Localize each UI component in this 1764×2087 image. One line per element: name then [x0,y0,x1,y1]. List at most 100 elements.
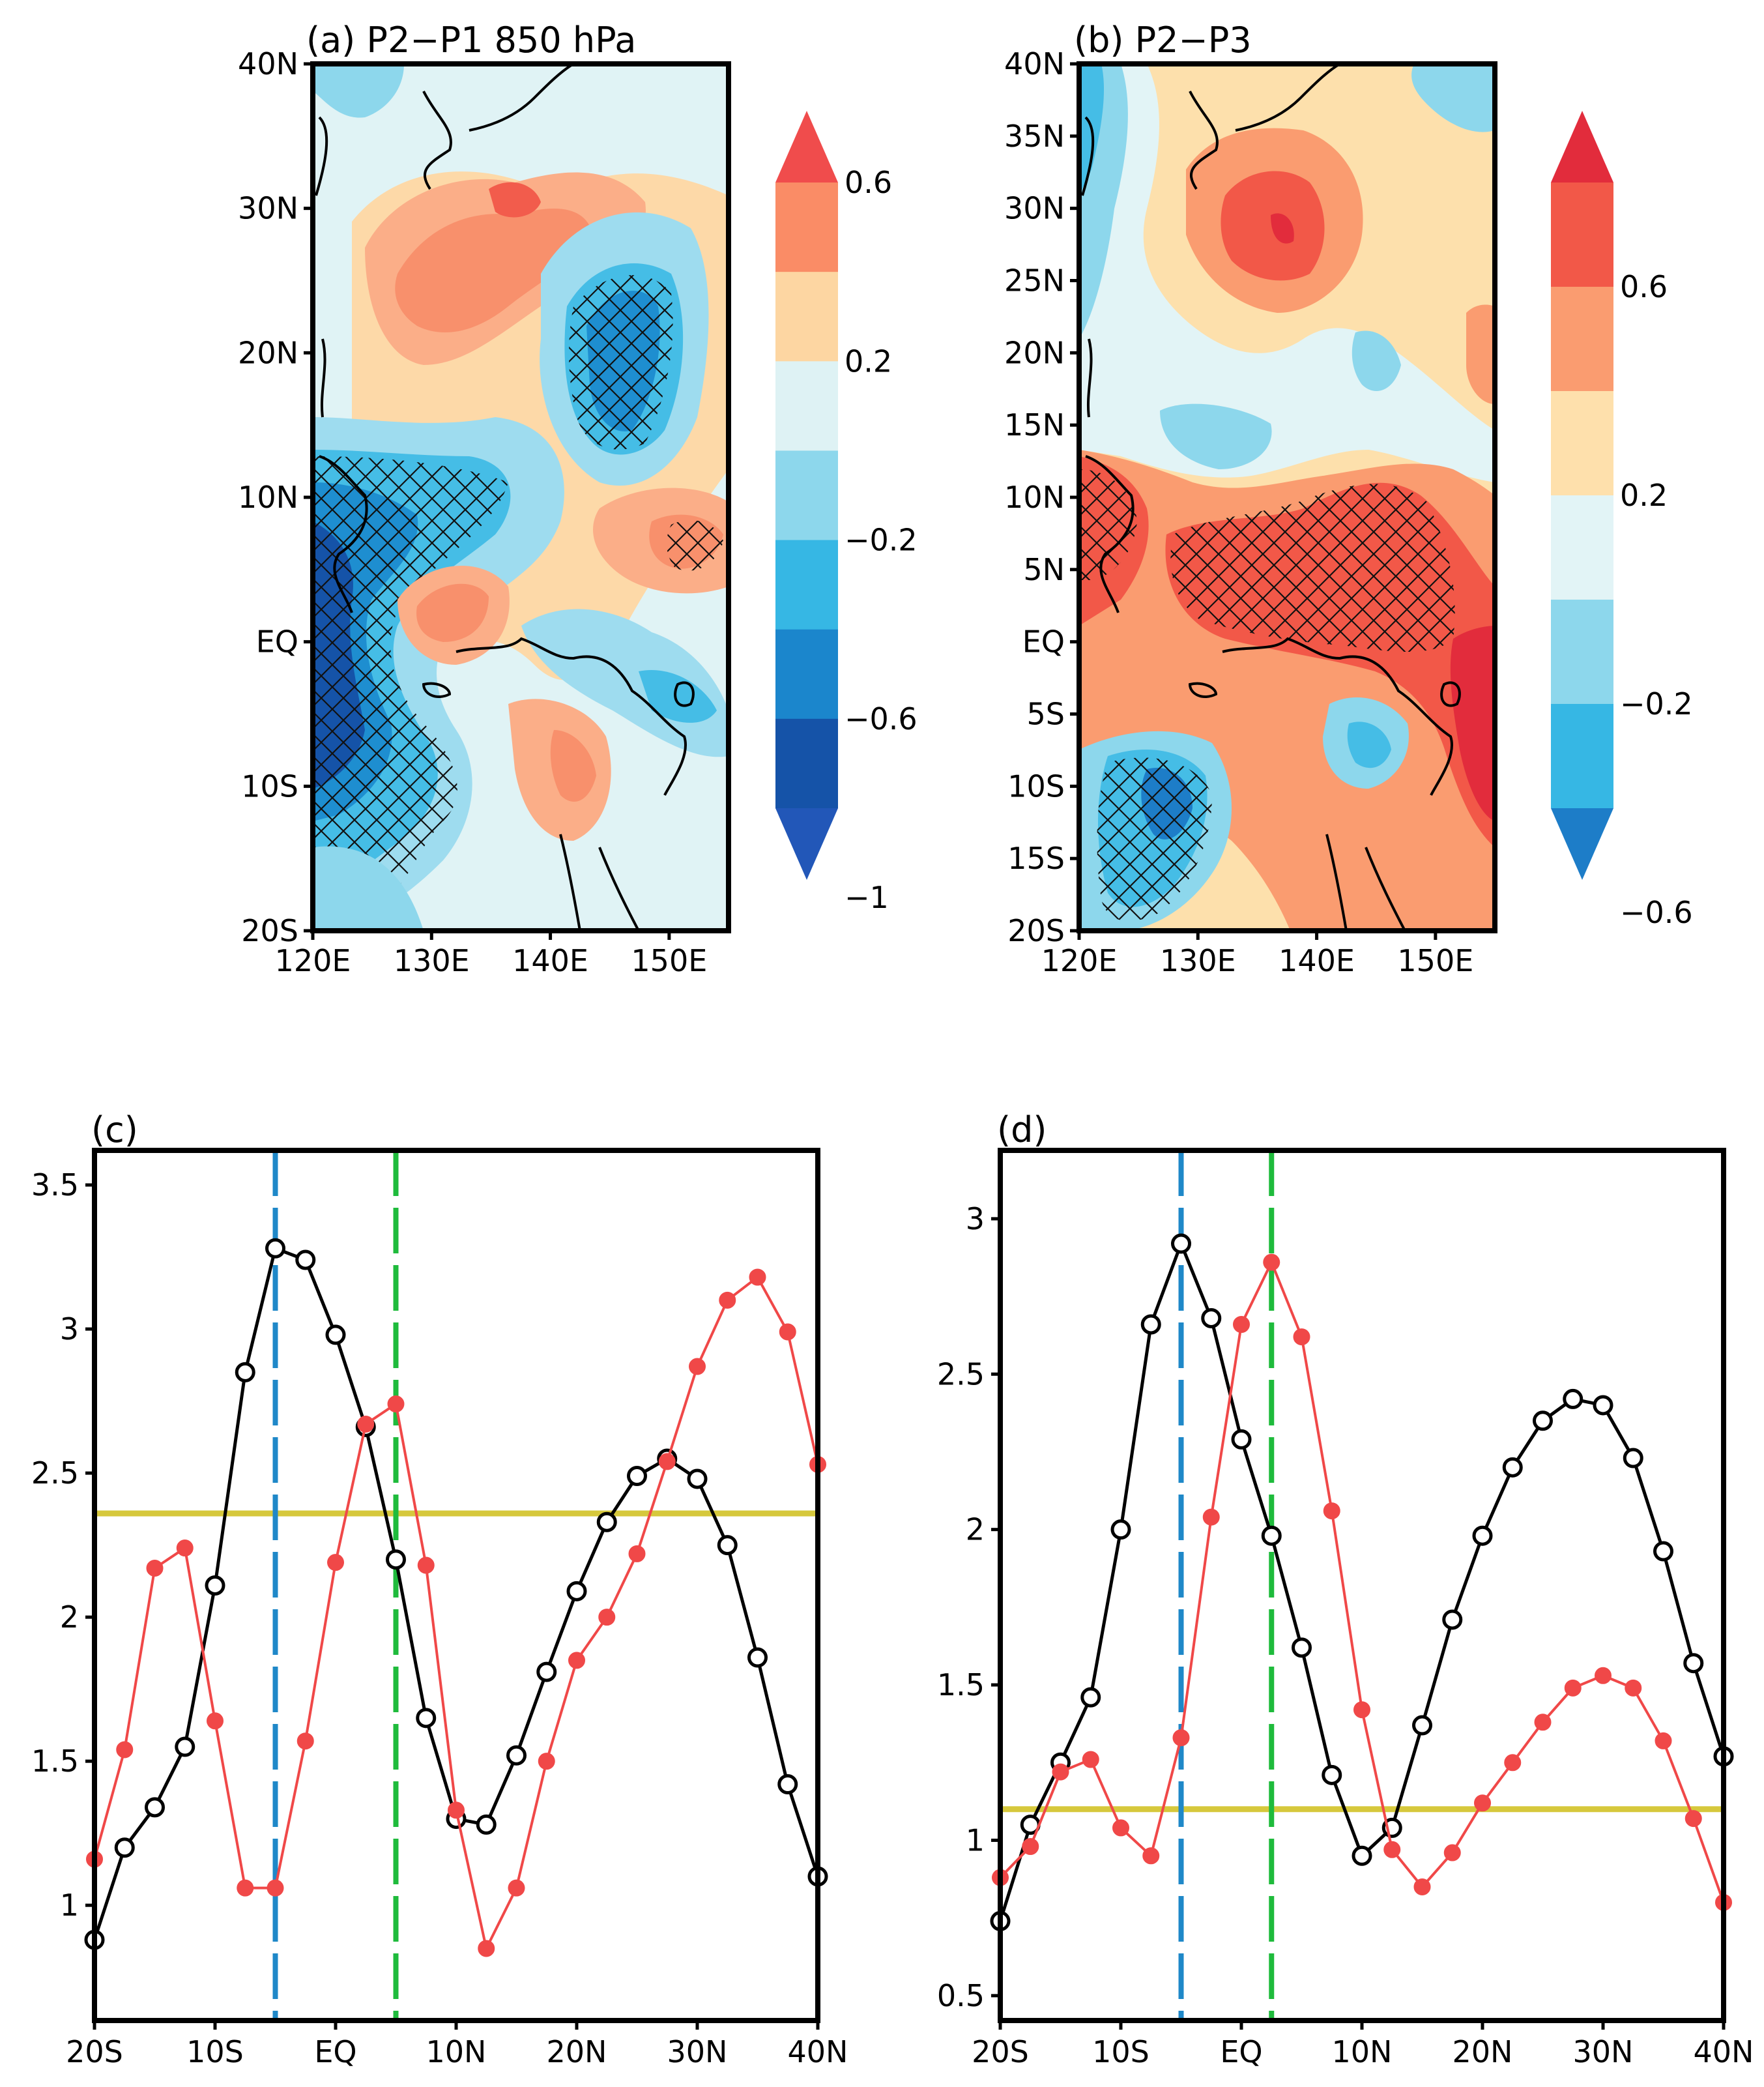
red-data-point [327,1554,344,1571]
red-data-point [357,1415,375,1433]
colorbar-segment [775,272,838,362]
y-tick-label: 40N [238,46,298,81]
red-data-point [267,1879,284,1897]
panel-b-field [1079,64,1495,931]
x-tick-label: 40N [1694,2034,1754,2069]
colorbar-segment [775,361,838,451]
red-data-point [1323,1502,1340,1520]
black-data-point [1442,1609,1463,1630]
colorbar-top-arrow [1551,111,1613,182]
black-data-point [717,1535,738,1556]
red-data-point [1625,1679,1642,1697]
red-data-point [1142,1847,1160,1865]
colorbar-bottom-arrow [1551,808,1613,880]
x-tick-label: 140E [1279,943,1355,978]
y-tick-label: 1 [60,1888,79,1923]
y-tick-label: 2.5 [937,1356,985,1392]
colorbar-label: 0.2 [1620,478,1668,513]
red-data-point [538,1753,555,1770]
black-data-point [747,1647,768,1668]
black-data-point [265,1238,285,1259]
black-data-point [1352,1845,1372,1866]
y-tick-label: 15S [1007,841,1065,876]
black-data-point [1412,1715,1432,1736]
black-data-point [114,1837,135,1858]
x-tick-label: 10S [1092,2034,1149,2069]
y-tick-label: 30N [1004,191,1065,226]
red-data-point [1595,1667,1612,1684]
red-data-point [1022,1838,1039,1855]
colorbar-segment [1551,391,1613,496]
contour-blue-sw [313,846,424,931]
y-tick-label: 1.5 [937,1667,985,1702]
coastlines-b [1081,64,1461,931]
y-tick-label: 10N [238,480,298,515]
panel-a-field [313,64,729,931]
x-tick-label: 20S [66,2034,123,2069]
black-data-point [235,1362,255,1382]
red-data-point [1202,1508,1220,1526]
black-data-point [1201,1307,1222,1328]
colorbar-segment [1551,600,1613,705]
red-data-point [508,1879,525,1897]
red-data-point [1534,1714,1552,1731]
contour-orange-east-edge [1466,304,1495,404]
black-data-point [325,1324,346,1345]
colorbar-label: −0.2 [845,523,918,558]
black-data-point [1322,1764,1342,1785]
black-series-line [998,1239,1726,1922]
y-tick-label: 2 [60,1599,79,1635]
x-tick-label: 20N [1453,2034,1513,2069]
colorbar-label: −1 [845,880,889,915]
panel-b-map: (b) P2−P3 [1004,20,1693,978]
black-data-point [627,1466,647,1487]
x-tick-label: 10S [186,2034,244,2069]
y-tick-label: 2 [966,1512,985,1547]
x-tick-label: 130E [1160,943,1236,978]
x-tick-label: 120E [275,943,351,978]
colorbar-segment [775,629,838,720]
contour-orange-equator-core [416,583,489,642]
y-tick-label: 1.5 [31,1744,79,1779]
black-data-point [1140,1314,1161,1335]
y-tick-label: EQ [1022,624,1065,660]
red-series-line [93,1275,819,1953]
red-data-point [448,1802,465,1819]
black-data-point [386,1549,406,1570]
black-data-point [1593,1395,1613,1416]
y-tick-label: 30N [238,191,298,226]
red-data-point [417,1556,435,1574]
panel-d-title: (d) [997,1109,1047,1150]
red-data-point [296,1732,314,1750]
x-tick-label: 20N [547,2034,607,2069]
black-data-point [1683,1653,1704,1674]
contour-blue-mid-east [1352,330,1401,391]
red-data-point [1082,1751,1099,1768]
black-data-point [506,1745,527,1766]
y-tick-label: 5S [1027,697,1065,732]
red-data-point [658,1453,676,1470]
y-tick-label: 20S [1007,913,1065,948]
colorbar-segment [1551,182,1613,287]
black-data-point [687,1468,708,1489]
red-data-point [719,1291,736,1309]
contour-blue-equator-east-core [639,670,717,723]
red-data-point [478,1940,495,1957]
y-tick-label: 10S [1007,768,1065,804]
black-data-point [416,1708,437,1729]
black-data-point [1653,1541,1673,1562]
y-tick-label: 2.5 [31,1455,79,1491]
panel-b-x-axis: 120E 130E 140E 150E [1041,931,1473,978]
y-tick-label: 3 [60,1311,79,1347]
panel-b-y-axis: 20S 15S 10S 5S EQ 5N 10N 15N 20N 25N 30N 35N 40N [1004,46,1079,948]
black-data-point [1533,1410,1553,1431]
y-tick-label: 20S [241,913,298,948]
x-tick-label: 40N [788,2034,848,2069]
contour-blue-south-core [1347,722,1391,768]
x-tick-label: EQ [314,2034,356,2069]
red-data-point [1233,1316,1250,1333]
x-tick-label: 140E [512,943,588,978]
contour-blue-nw [313,64,404,118]
red-data-point [779,1323,796,1341]
